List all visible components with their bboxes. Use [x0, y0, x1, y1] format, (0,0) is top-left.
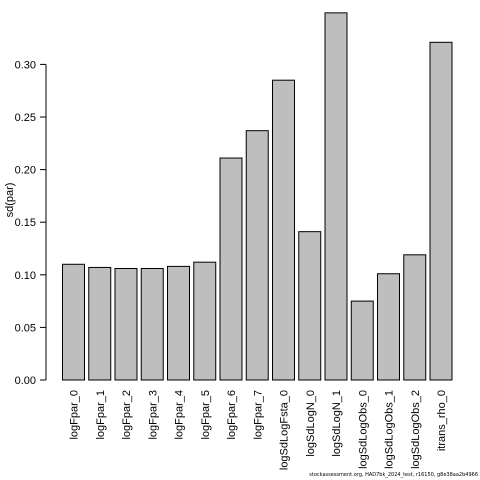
- bar: [350, 300, 374, 381]
- bar: [62, 263, 85, 381]
- x-tick-label: logFpar_6: [226, 390, 238, 440]
- x-tick-label: logSdLogN_1: [331, 390, 343, 457]
- bar: [245, 130, 269, 381]
- bars: [62, 12, 453, 381]
- bar: [114, 267, 138, 381]
- x-tick-label: logSdLogN_0: [305, 390, 317, 457]
- bar: [219, 157, 243, 381]
- x-tick-label: logFpar_1: [95, 390, 107, 440]
- bar: [88, 266, 112, 381]
- x-tick-label: logFpar_2: [121, 390, 133, 440]
- x-tick-label: logFpar_0: [69, 390, 81, 440]
- x-tick-label: logSdLogObs_0: [357, 390, 369, 469]
- x-tick-label: logFpar_3: [147, 390, 159, 440]
- y-axis-label: sd(par): [4, 183, 16, 218]
- bar: [377, 273, 400, 381]
- bar: [298, 231, 322, 381]
- y-tick-label: 0.20: [15, 165, 36, 177]
- x-tick-label: logSdLogFsta_0: [279, 390, 291, 470]
- footer-text: stockassessment.org, HAD7bk_2024_test, r…: [309, 472, 478, 478]
- y-tick-label: 0.15: [15, 217, 36, 229]
- y-tick-label: 0.10: [15, 270, 36, 282]
- x-tick-label: logFpar_4: [174, 390, 186, 440]
- x-tick-label: logSdLogObs_1: [384, 390, 396, 469]
- bar: [140, 267, 164, 381]
- bar: [193, 261, 217, 381]
- bar: [167, 265, 190, 381]
- x-tick-label: itrans_rho_0: [436, 390, 448, 451]
- bar: [429, 41, 453, 381]
- bar: [324, 12, 348, 381]
- bar: [272, 79, 295, 381]
- y-tick-label: 0.00: [15, 375, 36, 387]
- x-tick-label: logSdLogObs_2: [410, 390, 422, 469]
- y-tick-label: 0.05: [15, 322, 36, 334]
- y-tick-label: 0.30: [15, 59, 36, 71]
- y-tick-label: 0.25: [15, 112, 36, 124]
- x-tick-label: logFpar_5: [200, 390, 212, 440]
- x-tick-labels: logFpar_0 logFpar_1 logFpar_2 logFpar_3 logF…: [69, 390, 449, 470]
- x-tick-label: logFpar_7: [252, 390, 264, 440]
- bar: [403, 254, 427, 381]
- y-axis: 0.00 0.05 0.10 0.15 0.20 0.25 0.30: [15, 59, 47, 387]
